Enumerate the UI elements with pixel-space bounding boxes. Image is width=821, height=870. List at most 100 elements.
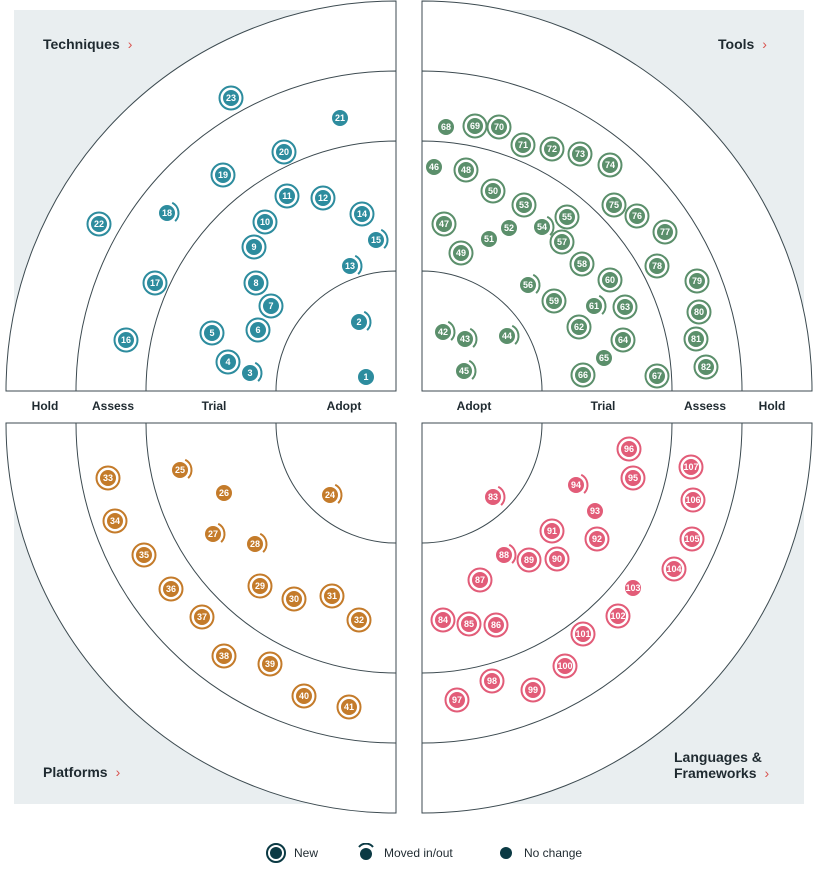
blip-40[interactable]: 40 xyxy=(291,683,317,709)
blip-44[interactable]: 44 xyxy=(499,324,520,345)
blip-53[interactable]: 53 xyxy=(511,192,537,218)
blip-105[interactable]: 105 xyxy=(679,526,705,552)
blip-87[interactable]: 87 xyxy=(467,567,493,593)
blip-27[interactable]: 27 xyxy=(205,522,226,543)
blip-59[interactable]: 59 xyxy=(541,288,567,314)
blip-75[interactable]: 75 xyxy=(601,192,627,218)
blip-49[interactable]: 49 xyxy=(448,240,474,266)
blip-62[interactable]: 62 xyxy=(566,314,592,340)
blip-42[interactable]: 42 xyxy=(435,320,456,341)
quadrant-title-languages-frameworks[interactable]: Languages & Frameworks › xyxy=(674,749,770,781)
blip-24[interactable]: 24 xyxy=(322,483,343,504)
blip-70[interactable]: 70 xyxy=(486,114,512,140)
blip-4[interactable]: 4 xyxy=(215,349,241,375)
blip-88[interactable]: 88 xyxy=(496,543,517,564)
blip-77[interactable]: 77 xyxy=(652,219,678,245)
blip-37[interactable]: 37 xyxy=(189,604,215,630)
blip-6[interactable]: 6 xyxy=(245,317,271,343)
blip-90[interactable]: 90 xyxy=(544,546,570,572)
blip-82[interactable]: 82 xyxy=(693,354,719,380)
blip-14[interactable]: 14 xyxy=(349,201,375,227)
quadrant-title-techniques[interactable]: Techniques › xyxy=(43,36,133,52)
quadrant-title-platforms[interactable]: Platforms › xyxy=(43,764,121,780)
blip-83[interactable]: 83 xyxy=(485,485,506,506)
blip-15[interactable]: 15 xyxy=(368,228,389,249)
blip-65[interactable]: 65 xyxy=(596,350,612,366)
blip-66[interactable]: 66 xyxy=(570,362,596,388)
blip-94[interactable]: 94 xyxy=(568,473,589,494)
blip-30[interactable]: 30 xyxy=(281,586,307,612)
blip-76[interactable]: 76 xyxy=(624,203,650,229)
blip-31[interactable]: 31 xyxy=(319,583,345,609)
blip-91[interactable]: 91 xyxy=(539,518,565,544)
blip-9[interactable]: 9 xyxy=(241,234,267,260)
blip-101[interactable]: 101 xyxy=(570,621,596,647)
quadrant-title-tools[interactable]: Tools › xyxy=(718,36,767,52)
blip-21[interactable]: 21 xyxy=(332,110,348,126)
blip-19[interactable]: 19 xyxy=(210,162,236,188)
blip-26[interactable]: 26 xyxy=(216,485,232,501)
blip-7[interactable]: 7 xyxy=(258,293,284,319)
blip-38[interactable]: 38 xyxy=(211,643,237,669)
blip-107[interactable]: 107 xyxy=(678,454,704,480)
blip-39[interactable]: 39 xyxy=(257,651,283,677)
blip-103[interactable]: 103 xyxy=(625,580,641,596)
blip-12[interactable]: 12 xyxy=(310,185,336,211)
blip-71[interactable]: 71 xyxy=(510,132,536,158)
blip-10[interactable]: 10 xyxy=(252,209,278,235)
blip-57[interactable]: 57 xyxy=(549,229,575,255)
blip-61[interactable]: 61 xyxy=(586,294,607,315)
blip-5[interactable]: 5 xyxy=(199,320,225,346)
blip-28[interactable]: 28 xyxy=(247,532,268,553)
blip-3[interactable]: 3 xyxy=(242,361,263,382)
blip-102[interactable]: 102 xyxy=(605,603,631,629)
blip-47[interactable]: 47 xyxy=(431,211,457,237)
blip-52[interactable]: 52 xyxy=(501,220,517,236)
blip-97[interactable]: 97 xyxy=(444,687,470,713)
blip-56[interactable]: 56 xyxy=(520,273,541,294)
blip-25[interactable]: 25 xyxy=(172,458,193,479)
blip-80[interactable]: 80 xyxy=(686,299,712,325)
blip-22[interactable]: 22 xyxy=(86,211,112,237)
blip-48[interactable]: 48 xyxy=(453,157,479,183)
blip-67[interactable]: 67 xyxy=(644,363,670,389)
blip-45[interactable]: 45 xyxy=(456,359,477,380)
blip-54[interactable]: 54 xyxy=(534,215,555,236)
blip-60[interactable]: 60 xyxy=(597,267,623,293)
blip-36[interactable]: 36 xyxy=(158,576,184,602)
blip-13[interactable]: 13 xyxy=(342,254,363,275)
blip-68[interactable]: 68 xyxy=(438,119,454,135)
blip-72[interactable]: 72 xyxy=(539,136,565,162)
blip-58[interactable]: 58 xyxy=(569,251,595,277)
blip-55[interactable]: 55 xyxy=(554,204,580,230)
blip-16[interactable]: 16 xyxy=(113,327,139,353)
blip-20[interactable]: 20 xyxy=(271,139,297,165)
blip-86[interactable]: 86 xyxy=(483,612,509,638)
blip-84[interactable]: 84 xyxy=(430,607,456,633)
blip-95[interactable]: 95 xyxy=(620,465,646,491)
blip-33[interactable]: 33 xyxy=(95,465,121,491)
blip-79[interactable]: 79 xyxy=(684,268,710,294)
blip-43[interactable]: 43 xyxy=(457,327,478,348)
blip-8[interactable]: 8 xyxy=(243,270,269,296)
blip-41[interactable]: 41 xyxy=(336,694,362,720)
blip-46[interactable]: 46 xyxy=(426,159,442,175)
blip-35[interactable]: 35 xyxy=(131,542,157,568)
blip-78[interactable]: 78 xyxy=(644,253,670,279)
blip-18[interactable]: 18 xyxy=(159,201,180,222)
blip-93[interactable]: 93 xyxy=(587,503,603,519)
blip-74[interactable]: 74 xyxy=(597,152,623,178)
blip-34[interactable]: 34 xyxy=(102,508,128,534)
blip-73[interactable]: 73 xyxy=(567,141,593,167)
blip-100[interactable]: 100 xyxy=(552,653,578,679)
blip-81[interactable]: 81 xyxy=(683,326,709,352)
blip-69[interactable]: 69 xyxy=(462,113,488,139)
blip-11[interactable]: 11 xyxy=(274,183,300,209)
blip-89[interactable]: 89 xyxy=(516,547,542,573)
blip-17[interactable]: 17 xyxy=(142,270,168,296)
blip-29[interactable]: 29 xyxy=(247,573,273,599)
blip-51[interactable]: 51 xyxy=(481,231,497,247)
blip-96[interactable]: 96 xyxy=(616,436,642,462)
blip-50[interactable]: 50 xyxy=(480,178,506,204)
blip-32[interactable]: 32 xyxy=(346,607,372,633)
